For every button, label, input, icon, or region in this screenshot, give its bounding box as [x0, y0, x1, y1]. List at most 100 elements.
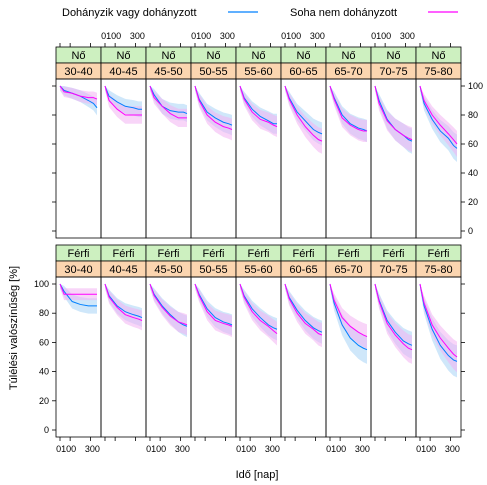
x-tick-label: 0100: [371, 31, 391, 41]
strip-age-label: 50-55: [199, 66, 227, 78]
strip-sex-label: Férfi: [428, 248, 450, 260]
survival-line-never-smoker: [284, 85, 323, 142]
survival-line-smoker: [104, 85, 142, 110]
legend-label-never-smoker: Soha nem dohányzott: [290, 7, 397, 19]
strip-sex-label: Nő: [341, 50, 355, 62]
panel-frame: [145, 276, 192, 438]
survival-line-smoker: [59, 283, 97, 307]
survival-line-never-smoker: [419, 85, 458, 145]
x-tick-label: 0100: [326, 444, 346, 454]
panel-frame: [100, 276, 147, 438]
y-tick-label: 100: [468, 81, 483, 91]
strip-age-label: 75-80: [424, 66, 452, 78]
strip-age-label: 70-75: [379, 264, 407, 276]
strip-sex-label: Nő: [296, 50, 310, 62]
x-tick-label: 300: [220, 31, 235, 41]
strip-age-label: 50-55: [199, 264, 227, 276]
survival-line-never-smoker: [59, 283, 97, 295]
confidence-band-never-smoker: [195, 284, 232, 338]
strip-age-label: 30-40: [64, 66, 92, 78]
strip-sex-label: Nő: [161, 50, 175, 62]
strip-age-label: 65-70: [334, 264, 362, 276]
legend: Dohányzik vagy dohányzott Soha nem dohán…: [62, 7, 458, 19]
y-tick-label: 60: [468, 139, 478, 149]
survival-line-never-smoker: [329, 85, 367, 132]
y-tick-label: 40: [39, 367, 49, 377]
confidence-band-never-smoker: [105, 284, 142, 331]
survival-line-never-smoker: [104, 85, 142, 116]
x-tick-label: 0100: [146, 444, 166, 454]
survival-line-never-smoker: [329, 283, 368, 338]
x-axis-label: Idő [nap]: [236, 469, 279, 481]
strip-sex-label: Férfi: [68, 248, 90, 260]
confidence-band-never-smoker: [150, 86, 187, 128]
strip-sex-label: Nő: [251, 50, 265, 62]
x-tick-label: 300: [310, 31, 325, 41]
confidence-band-never-smoker: [375, 284, 412, 364]
strip-sex-label: Nő: [431, 50, 445, 62]
x-tick-label: 0100: [416, 444, 436, 454]
survival-line-never-smoker: [194, 85, 233, 130]
x-tick-label: 300: [85, 444, 100, 454]
panel-frame: [280, 78, 327, 239]
panel-frame: [190, 276, 237, 438]
strip-sex-label: Nő: [206, 50, 220, 62]
y-tick-label: 60: [39, 337, 49, 347]
survival-line-never-smoker: [284, 283, 323, 336]
y-axis-label: Túlélési valószínűség [%]: [8, 266, 20, 390]
x-tick-label: 300: [400, 31, 415, 41]
strip-sex-label: Férfi: [293, 248, 315, 260]
strip-age-label: 75-80: [424, 264, 452, 276]
survival-line-smoker: [149, 85, 188, 115]
strip-sex-label: Nő: [116, 50, 130, 62]
strip-sex-label: Férfi: [338, 248, 360, 260]
strip-sex-label: Férfi: [158, 248, 180, 260]
x-tick-label: 300: [175, 444, 190, 454]
y-tick-label: 20: [39, 396, 49, 406]
survival-line-never-smoker: [104, 283, 143, 321]
strip-age-label: 65-70: [334, 66, 362, 78]
survival-line-smoker: [419, 85, 458, 149]
y-tick-label: 100: [34, 279, 49, 289]
strip-age-label: 45-50: [154, 66, 182, 78]
confidence-band-never-smoker: [375, 86, 412, 153]
y-tick-label: 0: [468, 226, 473, 236]
x-tick-label: 0100: [56, 444, 76, 454]
y-tick-label: 20: [468, 197, 478, 207]
panel-frame: [325, 78, 372, 239]
strip-age-label: 55-60: [244, 264, 272, 276]
x-tick-label: 0100: [191, 31, 211, 41]
survival-line-never-smoker: [194, 283, 233, 327]
y-tick-label: 40: [468, 168, 478, 178]
strip-age-label: 30-40: [64, 264, 92, 276]
strip-sex-label: Nő: [386, 50, 400, 62]
panel-frame: [415, 78, 462, 239]
survival-line-never-smoker: [149, 85, 187, 119]
confidence-band-never-smoker: [285, 86, 322, 154]
confidence-band-never-smoker: [240, 86, 277, 138]
x-tick-label: 0100: [101, 31, 121, 41]
strip-age-label: 70-75: [379, 66, 407, 78]
confidence-band-never-smoker: [420, 284, 457, 373]
x-tick-label: 0100: [236, 444, 256, 454]
strip-age-label: 40-45: [109, 66, 137, 78]
y-tick-label: 80: [468, 110, 478, 120]
panel-frame: [415, 276, 462, 438]
x-tick-label: 0100: [281, 31, 301, 41]
strip-age-label: 60-65: [289, 66, 317, 78]
strip-sex-label: Férfi: [248, 248, 270, 260]
panel-frame: [280, 276, 327, 438]
confidence-band-never-smoker: [105, 86, 142, 124]
confidence-band-never-smoker: [285, 284, 322, 348]
strip-sex-label: Férfi: [383, 248, 405, 260]
legend-label-smoker: Dohányzik vagy dohányzott: [62, 7, 197, 19]
strip-age-label: 45-50: [154, 264, 182, 276]
survival-line-never-smoker: [419, 283, 458, 358]
survival-line-smoker: [329, 283, 368, 351]
x-tick-label: 300: [130, 31, 145, 41]
confidence-band-never-smoker: [150, 284, 187, 336]
confidence-band-never-smoker: [195, 86, 232, 141]
confidence-band-never-smoker: [60, 284, 97, 301]
